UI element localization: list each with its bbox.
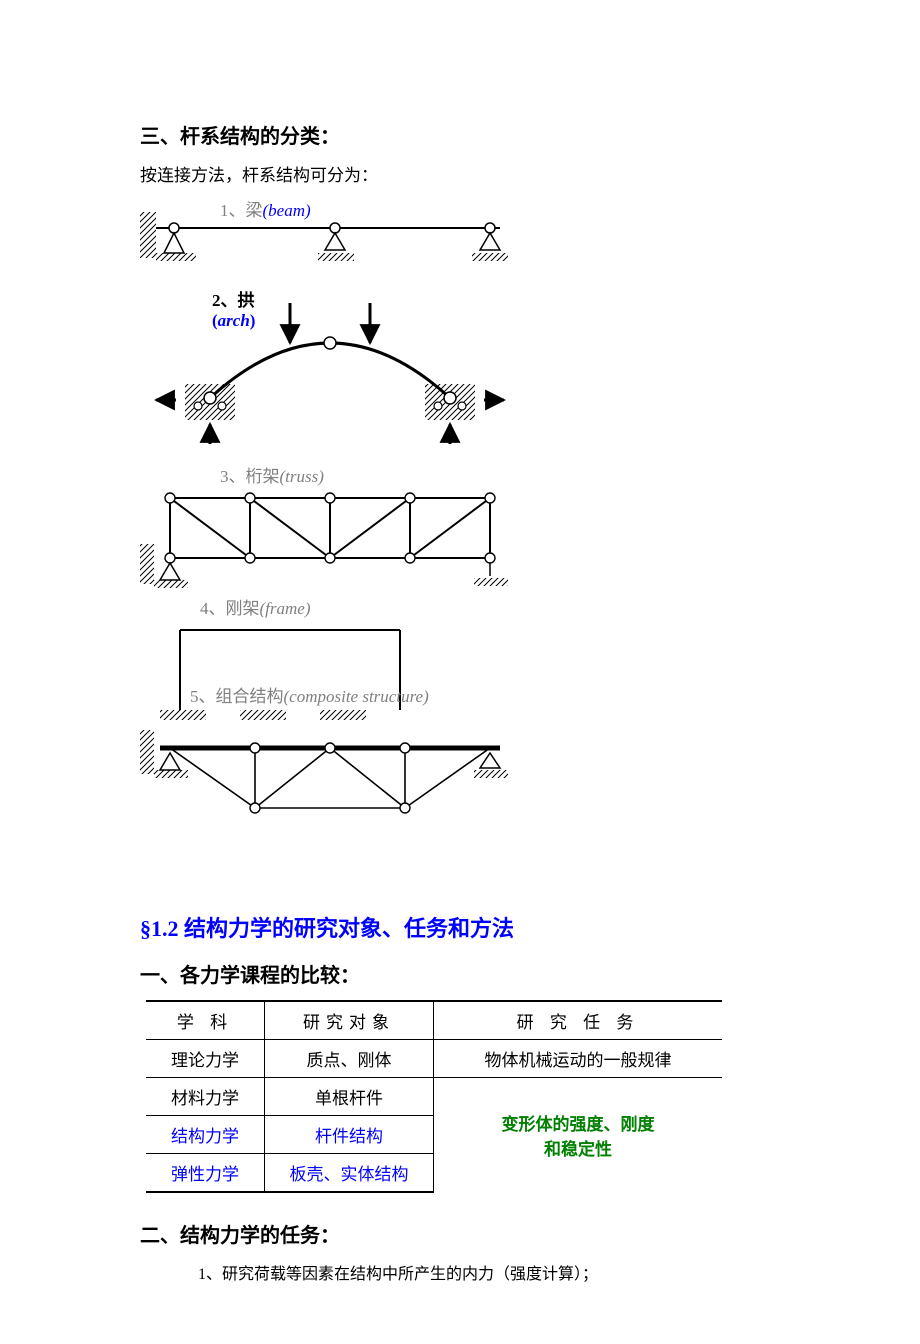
truss-diagram: 3、桁架(truss) [140, 467, 508, 588]
frame-diagram: 4、刚架(frame) 5、组合结构(composite structure) [160, 599, 429, 720]
svg-text:2、拱: 2、拱 [212, 290, 255, 310]
row1-object: 质点、刚体 [265, 1040, 434, 1078]
section-3-intro: 按连接方法，杆系结构可分为： [140, 161, 800, 186]
row2-subject: 材料力学 [146, 1078, 265, 1116]
structural-svg: 1、梁(beam) 2、拱 (arc [140, 198, 620, 878]
svg-text:(arch): (arch) [212, 311, 255, 330]
section-1-2-title: §1.2 结构力学的研究对象、任务和方法 [140, 911, 800, 943]
svg-text:5、组合结构(composite structure): 5、组合结构(composite structure) [190, 687, 429, 706]
th-object: 研究对象 [265, 1001, 434, 1040]
row2-object: 单根杆件 [265, 1078, 434, 1116]
compare-heading: 一、各力学课程的比较： [140, 959, 800, 988]
composite-diagram [140, 730, 508, 813]
row4-subject: 弹性力学 [146, 1154, 265, 1193]
arch-diagram: 2、拱 (arch) [156, 290, 504, 444]
section-3-heading: 三、杆系结构的分类： [140, 120, 800, 149]
row4-object: 板壳、实体结构 [265, 1154, 434, 1193]
structural-diagrams: 1、梁(beam) 2、拱 (arc [140, 198, 800, 883]
th-subject: 学 科 [146, 1001, 265, 1040]
row1-task: 物体机械运动的一般规律 [434, 1040, 723, 1078]
svg-text:1、梁(beam): 1、梁(beam) [220, 201, 311, 220]
svg-text:3、桁架(truss): 3、桁架(truss) [220, 467, 324, 486]
row3-subject: 结构力学 [146, 1116, 265, 1154]
tasks-heading: 二、结构力学的任务： [140, 1219, 800, 1248]
row1-subject: 理论力学 [146, 1040, 265, 1078]
mechanics-compare-table: 学 科 研究对象 研 究 任 务 理论力学 质点、刚体 物体机械运动的一般规律 … [146, 1000, 722, 1193]
svg-text:4、刚架(frame): 4、刚架(frame) [200, 599, 311, 618]
beam-diagram: 1、梁(beam) [140, 201, 508, 261]
task-item-1: 1、研究荷载等因素在结构中所产生的内力（强度计算）； [198, 1260, 800, 1284]
row3-object: 杆件结构 [265, 1116, 434, 1154]
th-task: 研 究 任 务 [434, 1001, 723, 1040]
merged-task: 变形体的强度、刚度 和稳定性 [434, 1078, 723, 1193]
